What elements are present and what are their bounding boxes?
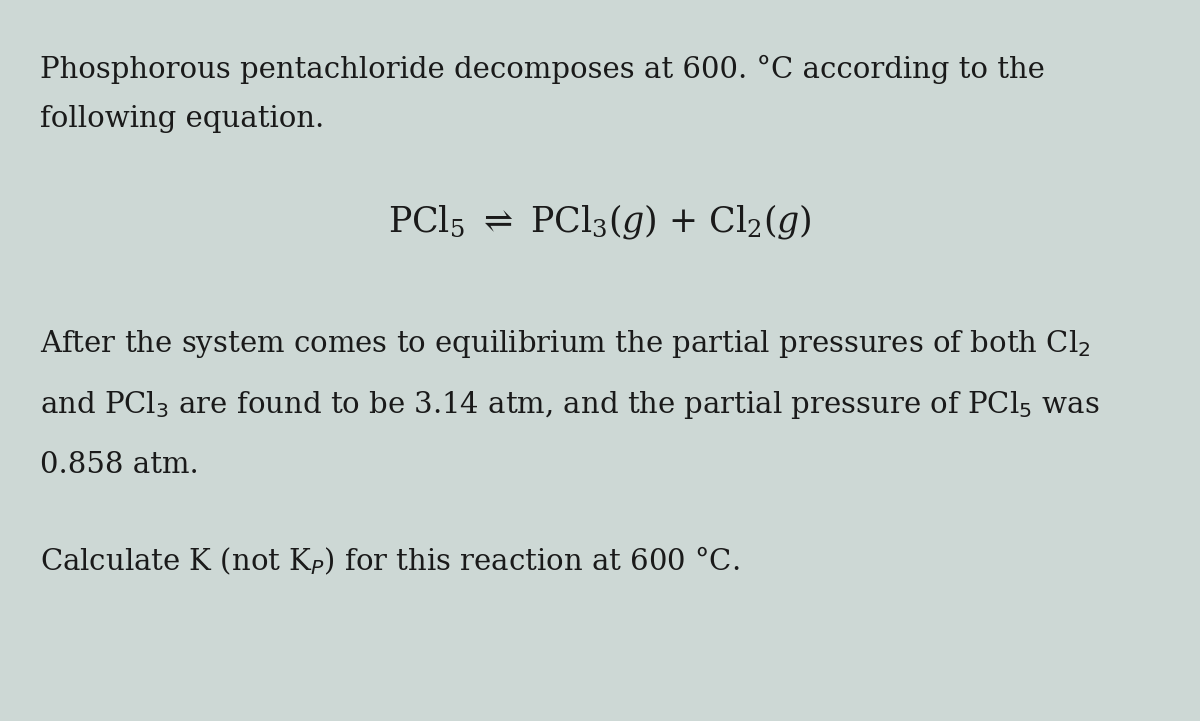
Text: PCl$_5$ $\rightleftharpoons$ PCl$_3$($g$) + Cl$_2$($g$): PCl$_5$ $\rightleftharpoons$ PCl$_3$($g$… (388, 202, 812, 241)
Text: Phosphorous pentachloride decomposes at 600. °C according to the: Phosphorous pentachloride decomposes at … (40, 55, 1044, 84)
Text: After the system comes to equilibrium the partial pressures of both Cl$_2$: After the system comes to equilibrium th… (40, 328, 1090, 360)
Text: Calculate K (not K$_P$) for this reaction at 600 °C.: Calculate K (not K$_P$) for this reactio… (40, 544, 739, 577)
Text: and PCl$_3$ are found to be 3.14 atm, and the partial pressure of PCl$_5$ was: and PCl$_3$ are found to be 3.14 atm, an… (40, 389, 1099, 421)
Text: 0.858 atm.: 0.858 atm. (40, 451, 198, 479)
Text: following equation.: following equation. (40, 105, 324, 133)
